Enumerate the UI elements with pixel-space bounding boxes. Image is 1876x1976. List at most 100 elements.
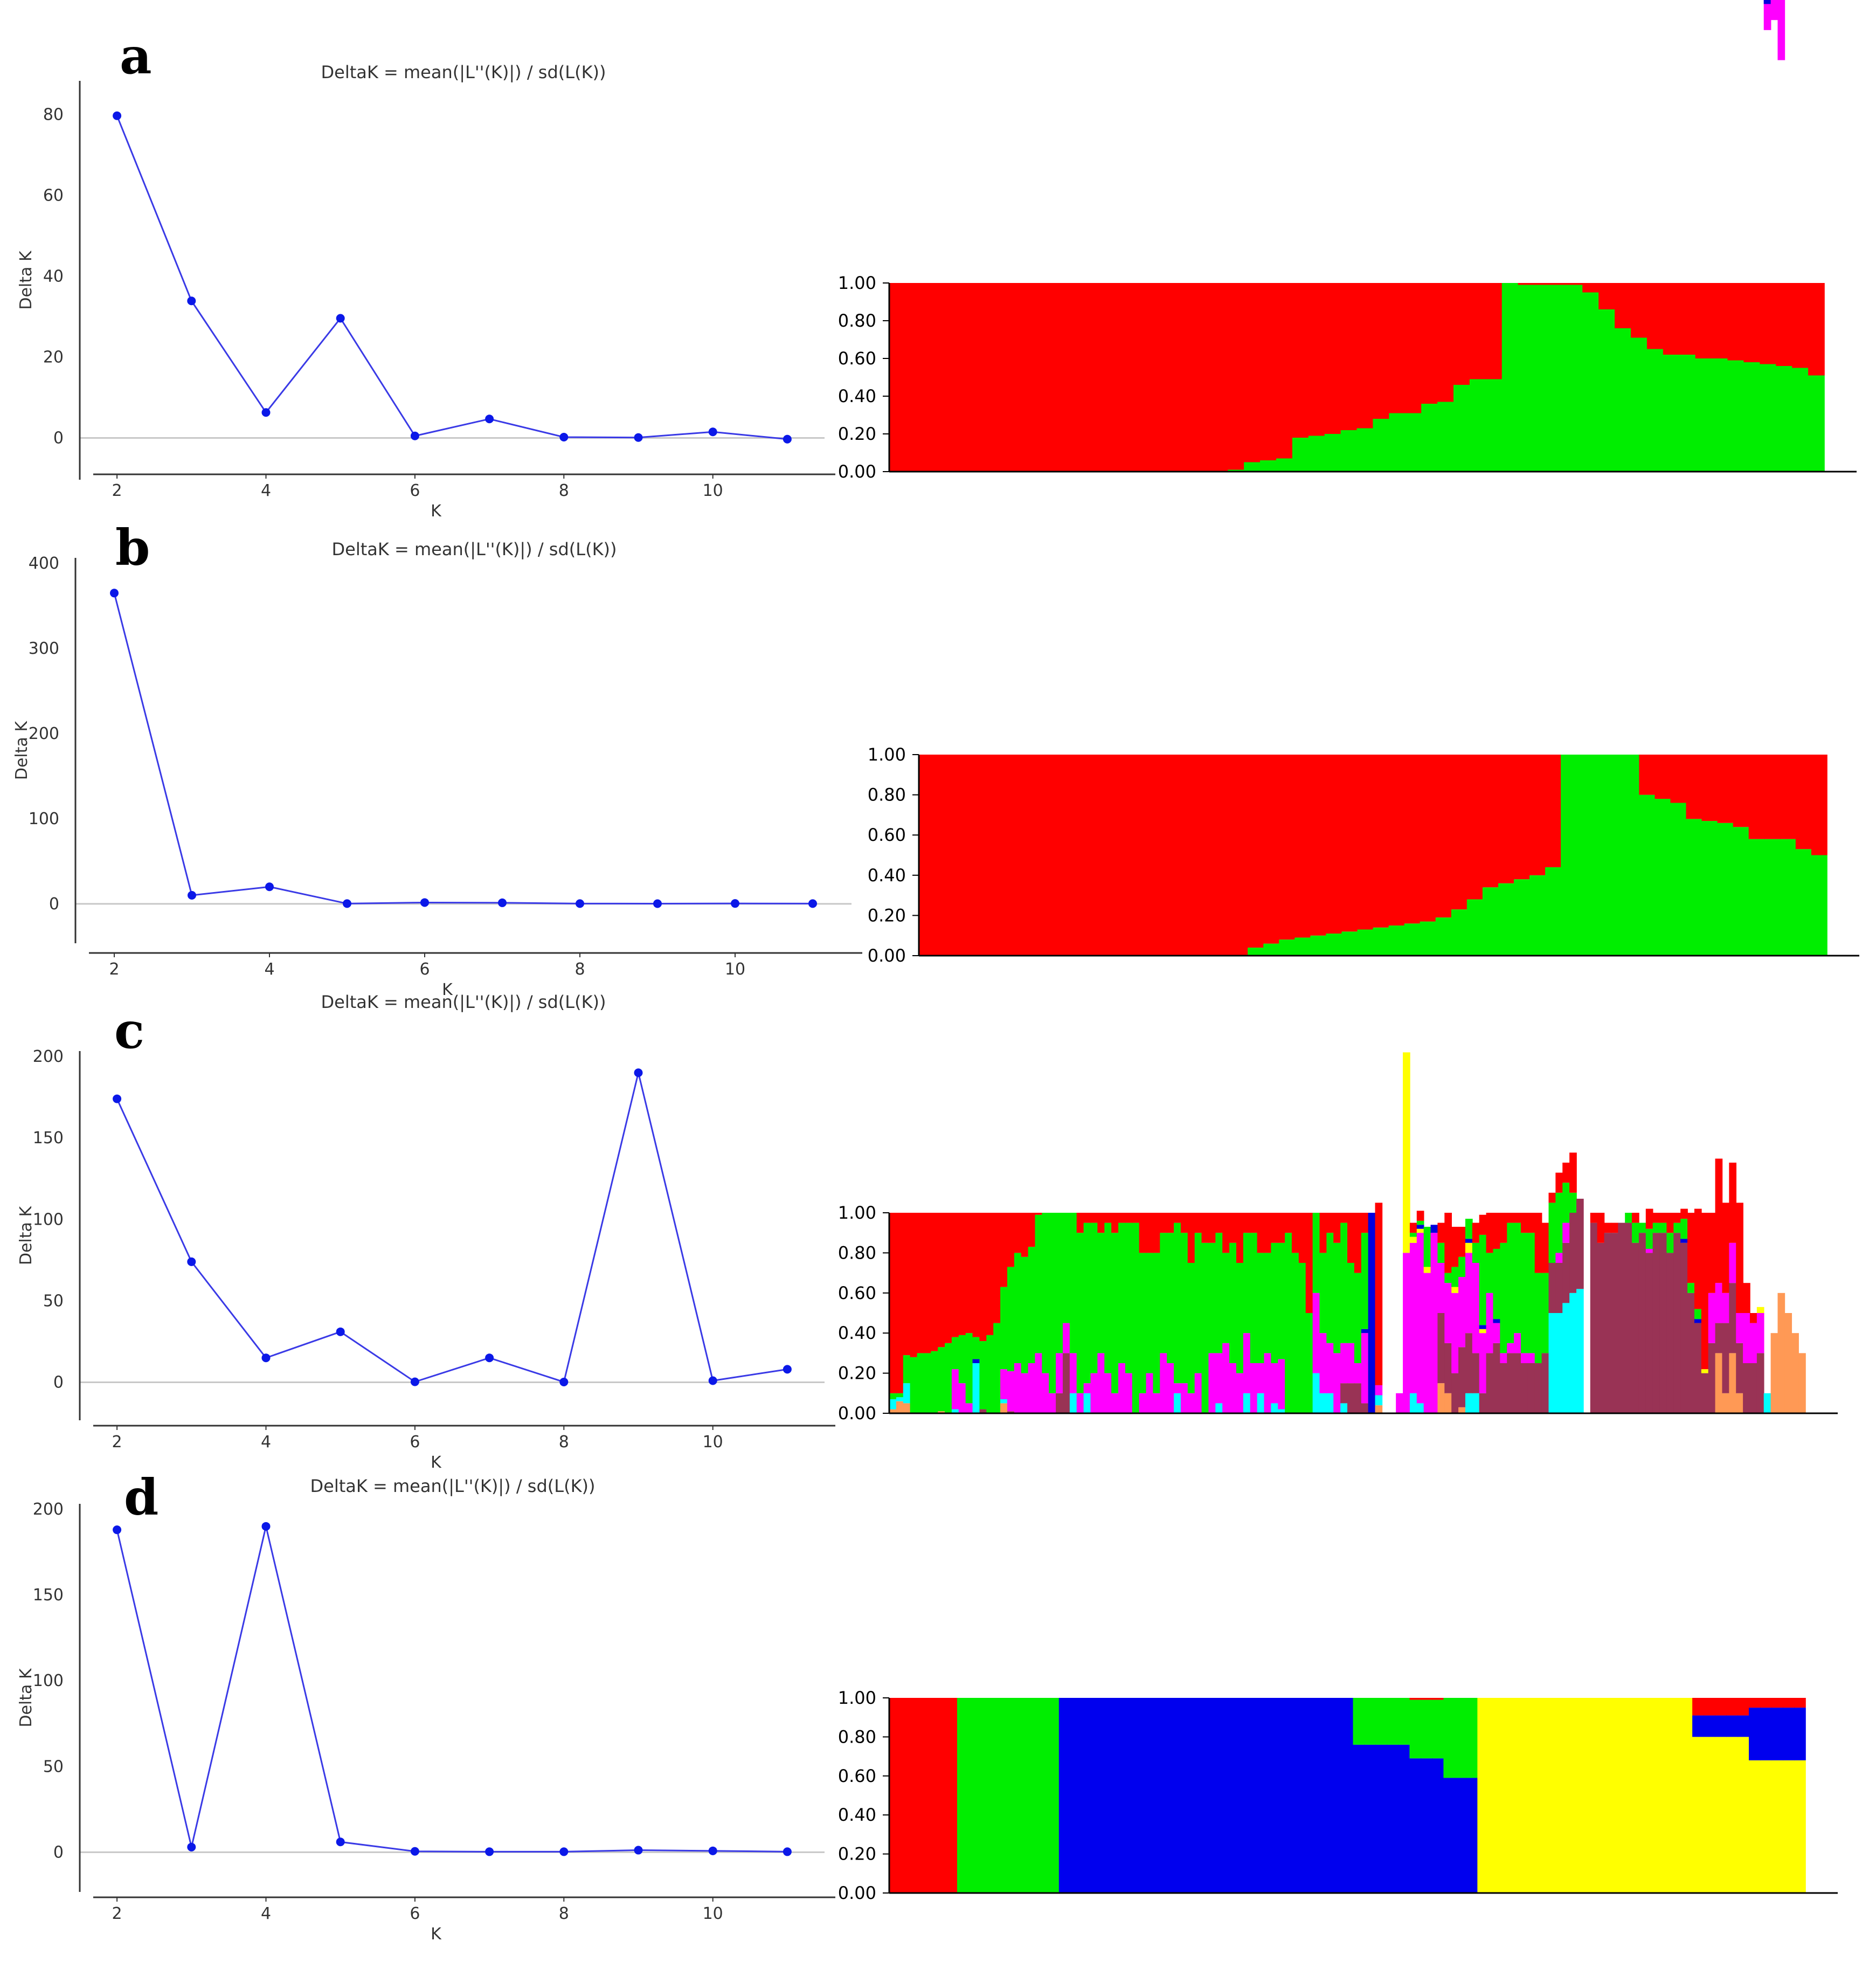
deltak-point-k6 bbox=[410, 1847, 419, 1856]
bar-blue-83 bbox=[1465, 1239, 1473, 1243]
bar-cyan-0 bbox=[889, 1399, 897, 1410]
bar-red-16 bbox=[1169, 755, 1186, 956]
bar-red-37 bbox=[1485, 283, 1503, 379]
bar-red-57 bbox=[1808, 283, 1825, 376]
y-tick-label: 80 bbox=[43, 106, 64, 125]
bar-green-39 bbox=[1518, 285, 1535, 472]
bar-green-115 bbox=[1687, 1283, 1695, 1293]
bar-red-19 bbox=[1216, 755, 1233, 956]
bar-maroon-94 bbox=[1541, 1353, 1549, 1413]
bar-green-37 bbox=[1498, 883, 1514, 956]
bar-red-30 bbox=[1388, 755, 1405, 926]
y-tick-label: 100 bbox=[29, 810, 59, 828]
bar-red-54 bbox=[1264, 1213, 1272, 1253]
bar-red-75 bbox=[1737, 1698, 1749, 1716]
bar-blue-76 bbox=[1749, 1708, 1761, 1760]
bar-red-4 bbox=[953, 283, 971, 472]
bar-green-50 bbox=[1701, 821, 1718, 956]
bar-maroon-79 bbox=[1437, 1313, 1445, 1384]
bar-red-60 bbox=[1305, 1213, 1313, 1313]
bar-green-47 bbox=[1646, 349, 1664, 472]
bar-maroon-114 bbox=[1680, 1242, 1688, 1413]
bar-maroon-110 bbox=[1652, 1233, 1660, 1413]
bar-yellow-81 bbox=[1451, 1287, 1459, 1293]
bar-magenta-80 bbox=[1444, 1283, 1452, 1343]
bar-green-27 bbox=[1324, 434, 1341, 472]
bar-red-29 bbox=[1090, 1213, 1098, 1223]
deltak-point-k10 bbox=[708, 427, 717, 437]
bar-orange-80 bbox=[1444, 1393, 1452, 1413]
bar-yellow-62 bbox=[1590, 1698, 1603, 1893]
bar-red-88 bbox=[1500, 1213, 1508, 1243]
bar-red-20 bbox=[1212, 283, 1228, 472]
bar-blue-78 bbox=[1771, 1708, 1783, 1760]
bar-magenta-54 bbox=[1264, 1353, 1272, 1413]
bar-red-17 bbox=[1185, 755, 1201, 956]
bar-blue-12 bbox=[972, 1359, 980, 1363]
bar-yellow-53 bbox=[1489, 1698, 1501, 1893]
bar-green-33 bbox=[1435, 917, 1452, 956]
bar-blue-44 bbox=[1387, 1744, 1399, 1893]
bar-green-84 bbox=[1472, 1242, 1480, 1263]
bar-red-21 bbox=[1035, 1213, 1043, 1215]
bar-red-37 bbox=[1146, 1213, 1154, 1253]
bar-red-66 bbox=[1347, 1213, 1355, 1263]
bar-red-113 bbox=[1673, 1213, 1681, 1223]
chart-title: DeltaK = mean(|L''(K)|) / sd(L(K)) bbox=[310, 1476, 595, 1496]
bar-green-30 bbox=[1097, 1233, 1105, 1353]
bar-cyan-9 bbox=[951, 1409, 959, 1413]
deltak-point-k5 bbox=[336, 1837, 345, 1847]
deltak-point-k9 bbox=[653, 899, 662, 908]
deltak-chart-d: DeltaK = mean(|L''(K)|) / sd(L(K)) 0 50 100… bbox=[17, 1476, 835, 1944]
deltak-point-k10 bbox=[731, 899, 739, 908]
bar-red-14 bbox=[1114, 283, 1132, 472]
bar-red-46 bbox=[1409, 1698, 1422, 1700]
y-tick-label: 0 bbox=[53, 1843, 64, 1862]
bar-green-14 bbox=[986, 1335, 994, 1413]
bar-orange-16 bbox=[1000, 1403, 1008, 1413]
bar-red-55 bbox=[1271, 1213, 1279, 1243]
bar-maroon-115 bbox=[1687, 1293, 1695, 1413]
bar-green-26 bbox=[1069, 1213, 1077, 1353]
bar-blue-72 bbox=[1704, 1715, 1715, 1737]
deltak-series-line bbox=[113, 592, 813, 905]
bar-orange-7 bbox=[938, 1411, 945, 1413]
deltak-point-k3 bbox=[188, 891, 196, 900]
bar-magenta-90 bbox=[1514, 1333, 1521, 1353]
bar-blue-76 bbox=[1416, 1225, 1424, 1229]
bar-red-104 bbox=[1611, 1222, 1619, 1233]
bar-magenta-92 bbox=[1527, 1353, 1535, 1363]
bar-green-16 bbox=[1000, 1287, 1008, 1370]
bar-red-31 bbox=[1389, 283, 1406, 413]
x-axis-label: K bbox=[431, 1925, 442, 1944]
bar-red-19 bbox=[1195, 283, 1213, 472]
bar-yellow-78 bbox=[1771, 1760, 1783, 1893]
deltak-point-k11 bbox=[783, 434, 792, 444]
y-axis-label: Delta K bbox=[17, 250, 36, 310]
bar-red-51 bbox=[1243, 1213, 1251, 1233]
bar-maroon-82 bbox=[1458, 1347, 1466, 1407]
bar-maroon-103 bbox=[1604, 1233, 1612, 1413]
bar-red-6 bbox=[1013, 755, 1029, 956]
bar-blue-20 bbox=[1115, 1698, 1127, 1893]
bar-cyan-65 bbox=[1340, 1403, 1348, 1413]
bar-yellow-79 bbox=[1783, 1760, 1795, 1893]
bar-green-41 bbox=[1174, 1222, 1181, 1384]
bar-magenta-124 bbox=[1749, 1323, 1757, 1363]
bar-red-13 bbox=[1098, 283, 1116, 472]
bar-green-51 bbox=[1243, 1233, 1251, 1334]
bar-red-123 bbox=[1743, 1283, 1750, 1313]
bar-red-50 bbox=[1695, 283, 1712, 358]
bar-magenta-64 bbox=[1333, 1353, 1341, 1413]
bar-blue-24 bbox=[1160, 1698, 1173, 1893]
bar-red-48 bbox=[1663, 283, 1680, 355]
bar-magenta-77 bbox=[1423, 1273, 1431, 1413]
bar-green-13 bbox=[979, 1341, 987, 1410]
bar-maroon-95 bbox=[1548, 1263, 1556, 1313]
bar-magenta-66 bbox=[1347, 1343, 1355, 1384]
bar-red-6 bbox=[931, 1213, 938, 1351]
bar-cyan-70 bbox=[1375, 1395, 1383, 1406]
bar-magenta-52 bbox=[1250, 1363, 1258, 1413]
bar-maroon-120 bbox=[1722, 1323, 1730, 1393]
x-tick-label: 2 bbox=[109, 960, 119, 979]
